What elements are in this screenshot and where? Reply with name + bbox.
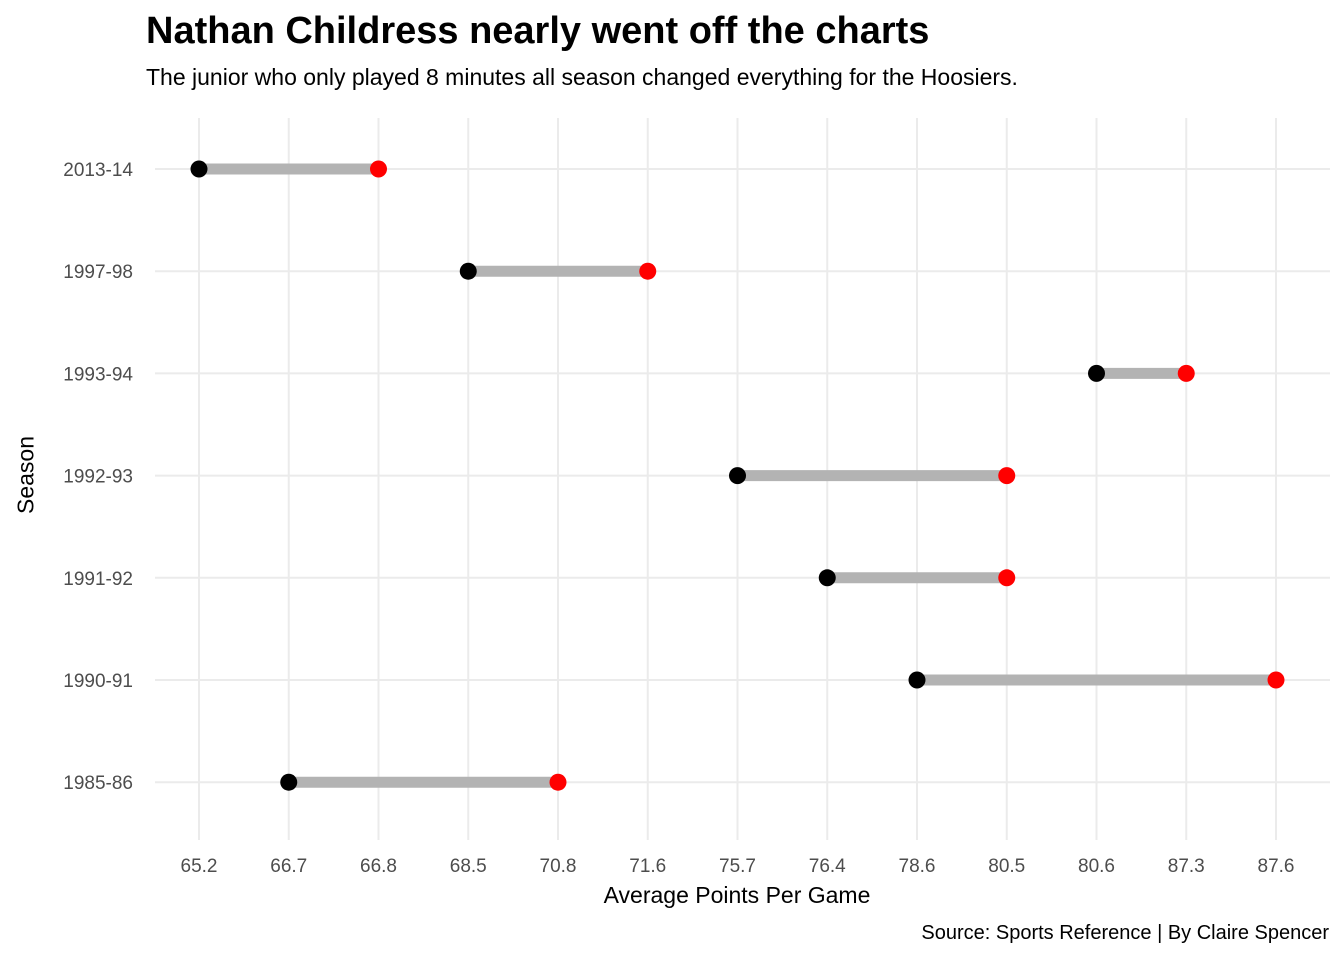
high-point xyxy=(549,773,567,791)
chart-caption: Source: Sports Reference | By Claire Spe… xyxy=(921,922,1329,944)
y-tick-label: 1992-93 xyxy=(63,467,133,488)
low-point xyxy=(729,467,746,485)
x-tick-label: 70.8 xyxy=(540,856,577,877)
y-axis-label: Season xyxy=(12,435,39,515)
x-tick-label: 71.6 xyxy=(629,856,666,877)
y-tick-label: 1997-98 xyxy=(63,262,133,283)
low-point xyxy=(280,773,298,791)
x-tick-label: 75.7 xyxy=(719,856,756,877)
y-tick-label: 1990-91 xyxy=(63,671,133,692)
high-point xyxy=(1177,364,1195,382)
x-tick-label: 87.3 xyxy=(1168,856,1205,877)
high-point xyxy=(639,262,657,280)
low-point xyxy=(1088,364,1105,382)
x-tick-label: 66.8 xyxy=(360,856,397,877)
high-point xyxy=(998,467,1016,485)
x-axis-label: Average Points Per Game xyxy=(603,882,871,908)
x-tick-label: 80.5 xyxy=(988,856,1025,877)
x-tick-label: 80.6 xyxy=(1078,856,1115,877)
x-tick-label: 87.6 xyxy=(1258,856,1295,877)
low-point xyxy=(459,262,477,280)
y-tick-label: 1985-86 xyxy=(63,773,133,794)
low-point xyxy=(908,671,926,689)
low-point xyxy=(190,160,208,178)
high-point xyxy=(1267,671,1285,689)
chart-subtitle: The junior who only played 8 minutes all… xyxy=(146,64,1018,90)
y-tick-label: 2013-14 xyxy=(63,160,133,181)
x-tick-label: 65.2 xyxy=(181,856,218,877)
x-tick-label: 68.5 xyxy=(450,856,487,877)
x-tick-label: 76.4 xyxy=(809,856,846,877)
low-point xyxy=(818,569,836,587)
y-tick-label: 1993-94 xyxy=(63,364,133,385)
x-tick-label: 78.6 xyxy=(899,856,936,877)
x-tick-label: 66.7 xyxy=(270,856,307,877)
high-point xyxy=(998,569,1016,587)
chart-title: Nathan Childress nearly went off the cha… xyxy=(146,10,930,52)
high-point xyxy=(370,160,387,178)
y-tick-label: 1991-92 xyxy=(63,569,133,590)
